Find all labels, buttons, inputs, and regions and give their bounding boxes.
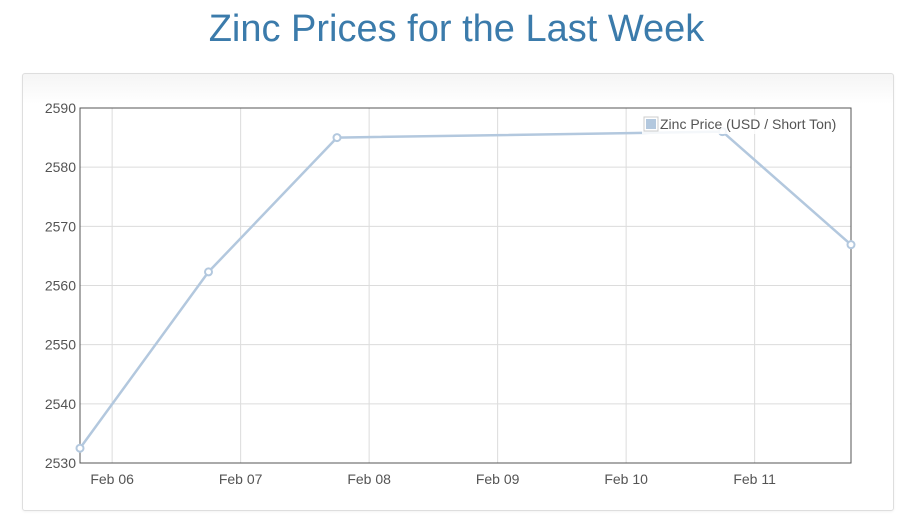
x-tick-label: Feb 10 xyxy=(604,471,648,487)
x-tick-label: Feb 06 xyxy=(90,471,134,487)
series-line xyxy=(78,130,852,449)
y-tick-label: 2530 xyxy=(45,455,76,471)
y-tick-label: 2570 xyxy=(45,218,76,234)
series-layer xyxy=(75,127,856,453)
y-tick-label: 2560 xyxy=(45,278,76,294)
data-point[interactable] xyxy=(332,133,342,143)
page-title: Zinc Prices for the Last Week xyxy=(208,8,705,50)
data-point[interactable] xyxy=(75,443,85,453)
y-tick-label: 2540 xyxy=(45,396,76,412)
grid-lines xyxy=(80,107,851,464)
legend-swatch-border xyxy=(643,116,659,132)
plot-area-border xyxy=(79,107,852,464)
legend: Zinc Price (USD / Short Ton) xyxy=(642,115,841,134)
data-point[interactable] xyxy=(204,267,213,277)
y-tick-label: 2580 xyxy=(45,159,76,175)
chart-panel xyxy=(22,73,894,511)
x-tick-label: Feb 11 xyxy=(733,471,776,487)
x-tick-label: Feb 07 xyxy=(219,471,263,487)
y-axis: 2530 2540 2550 2560 2570 2580 2590 xyxy=(45,100,76,471)
y-tick-label: 2550 xyxy=(45,337,76,353)
legend-label: Zinc Price (USD / Short Ton) xyxy=(660,116,836,132)
legend-swatch xyxy=(646,119,656,129)
x-tick-label: Feb 08 xyxy=(347,471,391,487)
y-tick-label: 2590 xyxy=(45,100,76,116)
data-point[interactable] xyxy=(846,240,856,250)
x-tick-label: Feb 09 xyxy=(476,471,520,487)
x-axis: Feb 06 Feb 07 Feb 08 Feb 09 Feb 10 Feb 11 xyxy=(90,471,776,487)
legend-background xyxy=(642,115,841,134)
